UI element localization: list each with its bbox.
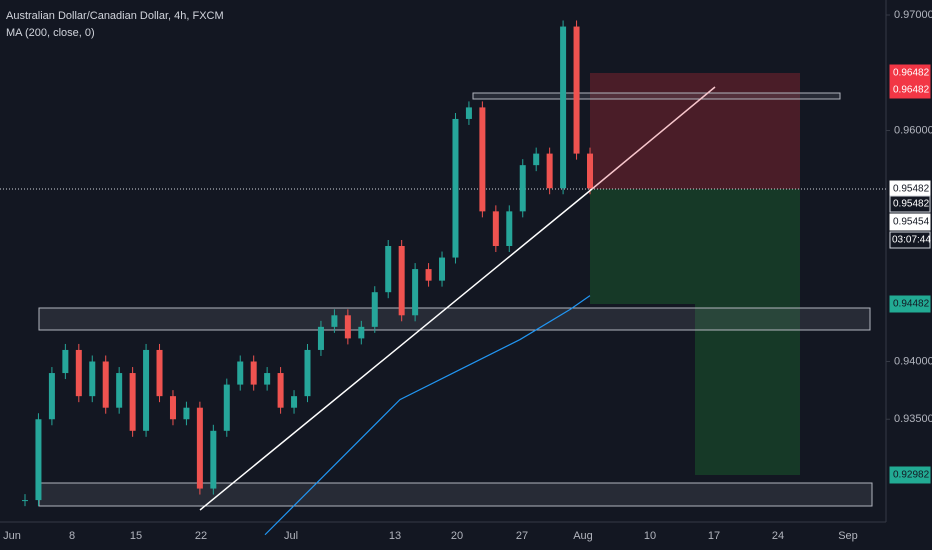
candle-body xyxy=(291,396,298,408)
low-zone xyxy=(38,482,873,507)
candle-body xyxy=(196,407,203,489)
price-label: 0.96482 xyxy=(893,68,930,79)
high-zone xyxy=(472,92,841,100)
candle-body xyxy=(452,118,459,258)
candle-body xyxy=(546,153,553,189)
price-label: 0.96482 xyxy=(893,85,930,96)
indicator-label: MA (200, close, 0) xyxy=(6,27,95,39)
candle-body xyxy=(560,26,567,189)
candle-body xyxy=(169,396,176,420)
price-label-bg xyxy=(889,213,931,231)
time-tick-label: 27 xyxy=(516,530,528,542)
candle-body xyxy=(143,349,150,431)
candle-body xyxy=(223,384,230,431)
candle-body xyxy=(35,419,42,501)
candle-body xyxy=(519,165,526,212)
time-tick-label: 17 xyxy=(708,530,720,542)
target-zone-2 xyxy=(695,189,800,475)
time-tick-label: 20 xyxy=(451,530,463,542)
price-label: 0.94482 xyxy=(893,299,930,310)
candle-body xyxy=(129,373,136,431)
trend-line xyxy=(199,188,593,511)
candle-body xyxy=(492,211,499,246)
candle-body xyxy=(156,349,163,397)
time-tick-label: 8 xyxy=(69,530,75,542)
candle-body xyxy=(358,326,365,339)
candle-body xyxy=(210,430,217,489)
candle-body xyxy=(506,211,513,246)
support-zone xyxy=(38,307,871,331)
candle-body xyxy=(425,269,432,281)
target-zone-1 xyxy=(590,189,695,304)
price-label: 0.95482 xyxy=(893,184,930,195)
time-tick-label: Jul xyxy=(284,530,298,542)
moving-average xyxy=(264,295,591,536)
price-tick-label: 0.94000 xyxy=(894,355,932,367)
price-label-bg xyxy=(889,295,931,313)
price-tick-label: 0.96000 xyxy=(894,124,932,136)
candle-body xyxy=(344,315,351,339)
candle-body xyxy=(573,26,580,154)
candle-body xyxy=(587,153,593,189)
candle-body xyxy=(48,373,55,420)
time-tick-label: 10 xyxy=(644,530,656,542)
candle-body xyxy=(371,292,378,327)
candle-body xyxy=(331,315,338,327)
candles xyxy=(22,20,593,507)
candle-body xyxy=(102,361,109,408)
time-tick-label: 15 xyxy=(130,530,142,542)
candle-body xyxy=(398,246,405,316)
candle-body xyxy=(264,373,271,385)
candle-body xyxy=(385,246,392,293)
candle-body xyxy=(479,107,486,212)
time-tick-label: Jun xyxy=(3,530,21,542)
candle-body xyxy=(465,107,472,119)
price-label: 0.92982 xyxy=(893,470,930,481)
price-label-bg xyxy=(889,64,931,82)
candle-body xyxy=(183,407,190,420)
price-label-bg xyxy=(889,195,931,213)
time-tick-label: 13 xyxy=(389,530,401,542)
candle-body xyxy=(75,349,82,397)
candle-body xyxy=(412,269,419,316)
time-tick-label: 22 xyxy=(195,530,207,542)
time-tick-label: 24 xyxy=(772,530,784,542)
candle-body xyxy=(304,349,311,397)
candle-body xyxy=(62,349,69,374)
stop-zone xyxy=(590,73,800,189)
time-tick-label: Sep xyxy=(838,530,858,542)
price-label: 0.95482 xyxy=(893,199,930,210)
candle-body xyxy=(317,326,324,350)
symbol-title: Australian Dollar/Canadian Dollar, 4h, F… xyxy=(6,10,224,22)
candle-body xyxy=(250,361,257,385)
candle-body xyxy=(116,373,123,408)
price-label: 0.95454 xyxy=(893,217,930,228)
candle-body xyxy=(533,153,540,166)
countdown-bg xyxy=(889,231,931,249)
price-tick-label: 0.93500 xyxy=(894,413,932,425)
trend-projection xyxy=(591,86,716,190)
price-label-bg xyxy=(889,466,931,484)
candle-body xyxy=(439,257,446,281)
candle-body xyxy=(277,373,284,408)
candle-body xyxy=(22,500,28,502)
price-label-bg xyxy=(889,81,931,99)
countdown: 03:07:44 xyxy=(892,235,931,246)
candle-body xyxy=(89,361,96,397)
time-tick-label: Aug xyxy=(573,530,593,542)
price-tick-label: 0.97000 xyxy=(894,9,932,21)
candle-body xyxy=(237,361,244,385)
